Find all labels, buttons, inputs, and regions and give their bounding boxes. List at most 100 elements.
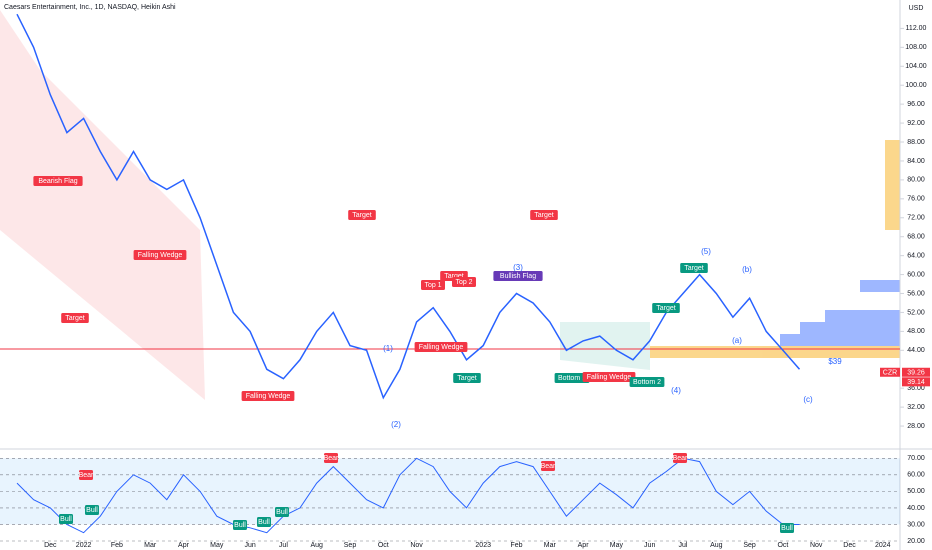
- signal-label: Bear: [79, 472, 94, 479]
- x-tick-label: Aug: [710, 542, 723, 549]
- profile-bar: [825, 310, 900, 322]
- symbol: CZR: [883, 370, 897, 377]
- y-tick-label: 88.00: [907, 139, 925, 146]
- y-tick-label: 76.00: [907, 196, 925, 203]
- pattern-label-box: [61, 313, 89, 323]
- y-tick-label: 36.00: [907, 385, 925, 392]
- x-tick-label: Apr: [578, 542, 590, 549]
- price-tag: [902, 367, 930, 377]
- pattern-label-box: [554, 373, 590, 383]
- y-tick-label: 28.00: [907, 423, 925, 430]
- y-tick-label: 56.00: [907, 290, 925, 297]
- pattern-label-box: [652, 303, 680, 313]
- x-tick-label: Jun: [644, 542, 655, 549]
- x-tick-label: Dec: [843, 542, 856, 549]
- wave-label: (a): [732, 336, 742, 345]
- pattern-label: Target: [656, 305, 676, 312]
- signal-label-box: [257, 517, 271, 527]
- wave-label: (3): [513, 263, 523, 272]
- wave-label: (b): [742, 265, 752, 274]
- pattern-label: Target: [457, 375, 477, 382]
- pattern-label: Falling Wedge: [138, 252, 183, 259]
- x-tick-label: Nov: [410, 542, 423, 549]
- signal-label: Bear: [673, 455, 688, 462]
- x-tick-label: 2024: [875, 542, 891, 549]
- pattern-label: Target: [65, 315, 85, 322]
- x-tick-label: May: [610, 542, 624, 549]
- pattern-label: Top 2: [455, 279, 472, 286]
- y-tick-label: 64.00: [907, 252, 925, 259]
- wave-label: (c): [803, 395, 813, 404]
- signal-label-box: [85, 505, 99, 515]
- x-tick-label: 2023: [475, 542, 491, 549]
- y-tick-label: 92.00: [907, 120, 925, 127]
- rsi-line: [16, 457, 800, 534]
- signal-label: Bear: [324, 455, 339, 462]
- x-tick-label: Aug: [310, 542, 323, 549]
- y-tick-label: 112.00: [906, 25, 927, 32]
- pattern-label: Bullish Flag: [500, 273, 536, 280]
- y-tick-label: 44.00: [907, 347, 925, 354]
- pattern-label: Bottom 2: [633, 379, 661, 386]
- x-tick-label: Feb: [111, 542, 123, 549]
- y-tick-label: 80.00: [907, 177, 925, 184]
- y-tick-label: 84.00: [907, 158, 925, 165]
- signal-label-box: [233, 520, 247, 530]
- profile-bar: [800, 322, 900, 334]
- y-tick-label: 30.00: [907, 521, 925, 528]
- signal-label-box: [59, 514, 73, 524]
- pattern-label-box: [348, 210, 376, 220]
- y-tick-label: 52.00: [907, 309, 925, 316]
- y-tick-label: 60.00: [907, 472, 925, 479]
- signal-label: Bull: [60, 516, 72, 523]
- signal-label-box: [324, 453, 338, 463]
- signal-label-box: [780, 523, 794, 533]
- pattern-label-box: [33, 176, 83, 186]
- signal-label: Bear: [541, 463, 556, 470]
- pattern-label-box: [133, 250, 187, 260]
- signal-label-box: [673, 453, 687, 463]
- signal-label-box: [541, 461, 555, 471]
- pattern-label-box: [493, 271, 543, 281]
- x-tick-label: Jul: [679, 542, 688, 549]
- wave-label: $39: [828, 357, 842, 366]
- y-tick-label: 72.00: [907, 215, 925, 222]
- signal-label-box: [79, 470, 93, 480]
- wave-label: (1): [383, 344, 393, 353]
- pattern-label-box: [582, 372, 636, 382]
- pattern-label-box: [452, 277, 476, 287]
- y-tick-label: 100.00: [905, 82, 927, 89]
- x-tick-label: Mar: [144, 542, 157, 549]
- x-tick-label: Sep: [743, 542, 756, 549]
- signal-label: Bull: [234, 522, 246, 529]
- y-tick-label: 68.00: [907, 234, 925, 241]
- x-tick-label: Feb: [510, 542, 522, 549]
- wave-label: (4): [671, 386, 681, 395]
- pattern-label-box: [414, 342, 468, 352]
- wave-label: (5): [701, 247, 711, 256]
- x-tick-label: Oct: [777, 542, 788, 549]
- pattern-fill: [0, 10, 205, 400]
- profile-bar: [780, 334, 900, 346]
- pattern-label-box: [453, 373, 481, 383]
- y-tick-label: 96.00: [907, 101, 925, 108]
- x-tick-label: Mar: [544, 542, 557, 549]
- signal-label: Bull: [781, 525, 793, 532]
- pattern-label: Bottom 1: [558, 375, 586, 382]
- pattern-label: Target: [352, 212, 372, 219]
- x-tick-label: Oct: [378, 542, 389, 549]
- profile-bar: [885, 140, 900, 230]
- last-price: 39.26: [907, 370, 925, 377]
- y-tick-label: 40.00: [907, 505, 925, 512]
- pattern-label: Top 1: [424, 282, 441, 289]
- pattern-label-box: [241, 391, 295, 401]
- x-tick-label: Jul: [279, 542, 288, 549]
- y-tick-label: 32.00: [907, 404, 925, 411]
- y-tick-label: 20.00: [907, 538, 925, 545]
- pattern-label: Target: [444, 273, 464, 280]
- symbol-tag: [880, 367, 900, 377]
- low-price: 39.14: [907, 379, 925, 386]
- y-tick-label: 104.00: [905, 63, 927, 70]
- pattern-fill: [560, 322, 650, 370]
- pattern-label: Bearish Flag: [38, 178, 77, 185]
